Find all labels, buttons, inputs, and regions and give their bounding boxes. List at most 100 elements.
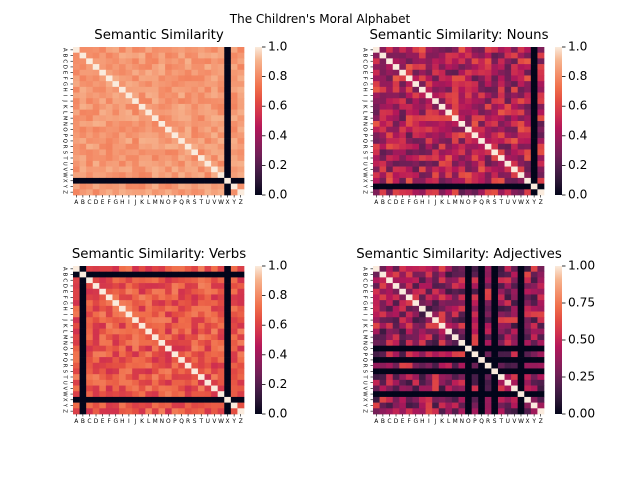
heatmap-cell [471,109,479,116]
heatmap-cell [373,81,380,88]
heatmap-cell [504,368,512,375]
heatmap-cell [386,294,394,301]
heatmap-cell [465,402,473,409]
heatmap-cell [373,166,380,173]
heatmap-cell [445,121,453,128]
heatmap-cell [451,103,459,110]
heatmap-cell [171,177,179,184]
heatmap-cell [86,81,94,88]
heatmap-cell [511,402,519,409]
heatmap-cell [132,138,140,145]
heatmap-cell [504,311,512,318]
heatmap-cell [119,52,126,59]
heatmap-cell [537,334,545,341]
heatmap-cell [178,109,186,116]
heatmap-cell [92,52,100,59]
heatmap-cell [405,374,413,381]
heatmap-cell [537,189,545,196]
heatmap-cell [504,172,512,179]
heatmap-cell [504,351,512,358]
heatmap-cell [171,189,179,196]
heatmap-cell [399,183,407,190]
x-tick-label: E [401,419,405,425]
heatmap-cell [484,288,492,295]
heatmap-cell [497,64,505,71]
heatmap-cell [217,305,225,312]
heatmap-cell [191,271,199,278]
heatmap-cell [138,138,146,145]
heatmap-cell [197,183,205,190]
heatmap-cell [73,58,80,65]
heatmap-cell [217,172,225,179]
heatmap-cell [445,64,453,71]
heatmap-cell [138,86,146,93]
colorbar-tick-label: 0.25 [568,370,595,384]
heatmap-cell [138,396,146,403]
heatmap-cell [125,132,133,139]
heatmap-cell [386,126,394,133]
y-tick-label: A [62,48,68,52]
heatmap-cell [471,311,479,318]
heatmap-cell [224,143,232,150]
heatmap-cell [478,126,486,133]
heatmap-cell [237,109,245,116]
heatmap-cell [211,408,219,415]
heatmap-cell [386,351,394,358]
heatmap-cell [211,126,219,133]
heatmap-cell [211,391,219,398]
y-tick-label: Z [62,190,68,194]
heatmap-cell [438,143,446,150]
x-tick-label: Y [531,200,536,206]
heatmap-cell [224,271,232,278]
heatmap-cell [217,345,225,352]
heatmap-cell [491,143,499,150]
heatmap-cell [517,183,525,190]
heatmap-cell [445,149,453,156]
heatmap-cell [211,322,219,329]
heatmap-cell [392,357,400,364]
heatmap-cell [171,402,179,409]
heatmap-cell [125,345,133,352]
heatmap-cell [445,92,453,99]
heatmap-cell [458,109,466,116]
x-tick-label: A [374,200,378,206]
heatmap-cell [445,300,453,307]
heatmap-cell [224,379,232,386]
y-tick-label: U [62,162,68,166]
heatmap-cell [237,379,245,386]
heatmap-cell [484,47,492,54]
heatmap-cell [191,402,199,409]
heatmap-cell [99,98,107,105]
heatmap-cell [497,132,505,139]
heatmap-cell [530,143,538,150]
colorbar-tick-label: 0.0 [268,407,287,421]
y-tick-label: C [62,278,68,282]
heatmap-cell [178,379,186,386]
heatmap-cell [504,385,512,392]
heatmap-cell [491,69,499,76]
heatmap-cell [105,311,113,318]
heatmap-cell [432,47,440,54]
heatmap-cell [419,92,426,99]
heatmap-cell [79,177,87,184]
heatmap-cell [197,277,205,284]
heatmap-cell [484,408,492,415]
heatmap-cell [99,121,107,128]
heatmap-cell [386,75,394,82]
heatmap-cell [132,300,140,307]
heatmap-cell [484,362,492,369]
heatmap-cell [151,75,159,82]
heatmap-cell [530,155,538,162]
heatmap-cell [524,340,532,347]
heatmap-cell [373,271,380,278]
heatmap-cell [425,271,433,278]
heatmap-cell [419,271,426,278]
heatmap-cell [497,294,505,301]
heatmap-cell [211,277,219,284]
heatmap-cell [379,305,387,312]
heatmap-cell [145,345,153,352]
heatmap-cell [230,75,238,82]
heatmap-cell [399,172,407,179]
heatmap-cell [497,391,505,398]
heatmap-cell [171,47,179,54]
